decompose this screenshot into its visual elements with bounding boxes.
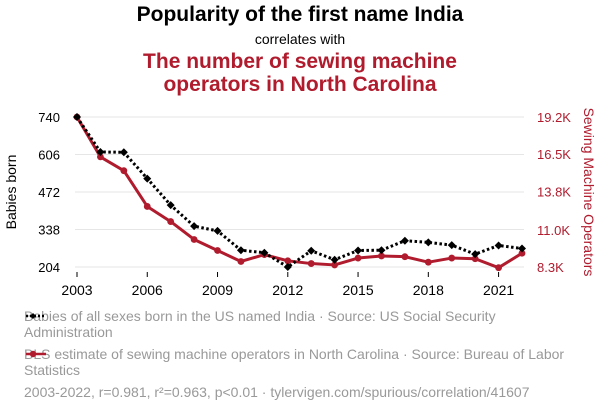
data-point-babies (518, 244, 526, 253)
x-tick-label: 2012 (272, 282, 303, 298)
legend-text-babies: Babies of all sexes born in the US named… (24, 308, 496, 340)
right-tick-label: 8.3K (537, 260, 564, 275)
data-point-sewing (167, 218, 175, 225)
data-point-sewing (237, 258, 245, 265)
legend-text-sewing: BLS estimate of sewing machine operators… (24, 346, 565, 378)
data-point-sewing (331, 261, 339, 269)
data-point-babies (377, 246, 386, 255)
chart-title: Popularity of the first name India (136, 3, 464, 26)
data-point-sewing (214, 247, 221, 254)
data-point-babies (447, 241, 456, 250)
data-point-babies (283, 263, 292, 271)
data-point-sewing (424, 258, 432, 266)
series-line-babies (75, 116, 523, 269)
data-point-sewing (120, 167, 128, 175)
data-point-sewing (284, 257, 292, 265)
x-tick-label: 2018 (413, 282, 444, 298)
data-point-babies (73, 113, 81, 121)
legend-item-babies: Babies of all sexes born in the US named… (24, 308, 584, 340)
data-point-babies (494, 241, 503, 250)
x-tick-label: 2009 (202, 282, 233, 298)
series-line-sewing (75, 116, 523, 270)
data-point-sewing (378, 252, 385, 260)
data-point-babies (143, 174, 152, 183)
data-point-sewing (448, 254, 456, 262)
right-tick-label: 11.0K (537, 223, 570, 238)
chart-subtitle: correlates with (254, 31, 346, 47)
data-point-babies (166, 201, 175, 210)
left-tick-label: 338 (38, 223, 60, 238)
legend-item-sewing: BLS estimate of sewing machine operators… (24, 346, 584, 378)
data-point-babies (213, 226, 222, 235)
data-point-sewing (143, 203, 151, 210)
x-tick-label: 2003 (61, 282, 92, 298)
x-tick-label: 2015 (342, 282, 373, 298)
data-point-babies (330, 255, 339, 264)
x-tick-label: 2021 (483, 282, 514, 298)
data-point-babies (190, 222, 199, 231)
chart-title-secondary: The number of sewing machine operators i… (0, 50, 600, 96)
data-point-babies (96, 147, 105, 156)
data-point-sewing (307, 260, 315, 267)
x-tick-label: 2006 (132, 282, 163, 298)
data-point-sewing (495, 264, 502, 272)
title-secondary-line-2: operators in North Carolina (163, 73, 437, 96)
data-point-babies (260, 248, 269, 257)
data-point-babies (471, 250, 480, 259)
data-point-babies (236, 246, 245, 255)
left-tick-label: 740 (38, 110, 60, 125)
right-axis-ticks: 8.3K 11.0K 13.8K 16.5K 19.2K (537, 110, 571, 275)
gridlines (75, 116, 524, 268)
data-point-sewing (97, 153, 104, 161)
left-tick-label: 606 (38, 148, 60, 163)
data-point-babies (400, 236, 409, 245)
data-point-babies (307, 246, 316, 255)
right-tick-label: 13.8K (537, 184, 571, 199)
left-axis-ticks: 204 338 472 606 740 (38, 110, 60, 275)
footer-source: 2003-2022, r=0.981, r²=0.963, p<0.01 · t… (24, 384, 530, 400)
left-tick-label: 472 (38, 185, 60, 200)
data-point-sewing (518, 249, 526, 257)
data-point-sewing (401, 253, 409, 261)
series-sewing-operators (73, 113, 526, 272)
left-tick-label: 204 (38, 260, 60, 275)
legend-marker-red-circle (26, 350, 46, 358)
right-tick-label: 19.2K (537, 110, 571, 125)
data-point-sewing (471, 255, 479, 263)
data-point-sewing (354, 254, 362, 262)
data-point-sewing (190, 236, 198, 243)
legend-marker-black-diamond (26, 313, 46, 319)
series-babies-named-india (73, 113, 526, 271)
left-axis-label: Babies born (3, 155, 19, 230)
data-point-babies (354, 246, 363, 255)
title-secondary-line-1: The number of sewing machine (143, 50, 457, 73)
data-point-babies (424, 238, 433, 247)
x-axis-ticks: 2003 2006 2009 2012 2015 2018 2021 (61, 272, 514, 298)
right-tick-label: 16.5K (537, 147, 571, 162)
data-point-babies (119, 148, 128, 157)
right-axis-label: Sewing Machine Operators (581, 108, 597, 277)
